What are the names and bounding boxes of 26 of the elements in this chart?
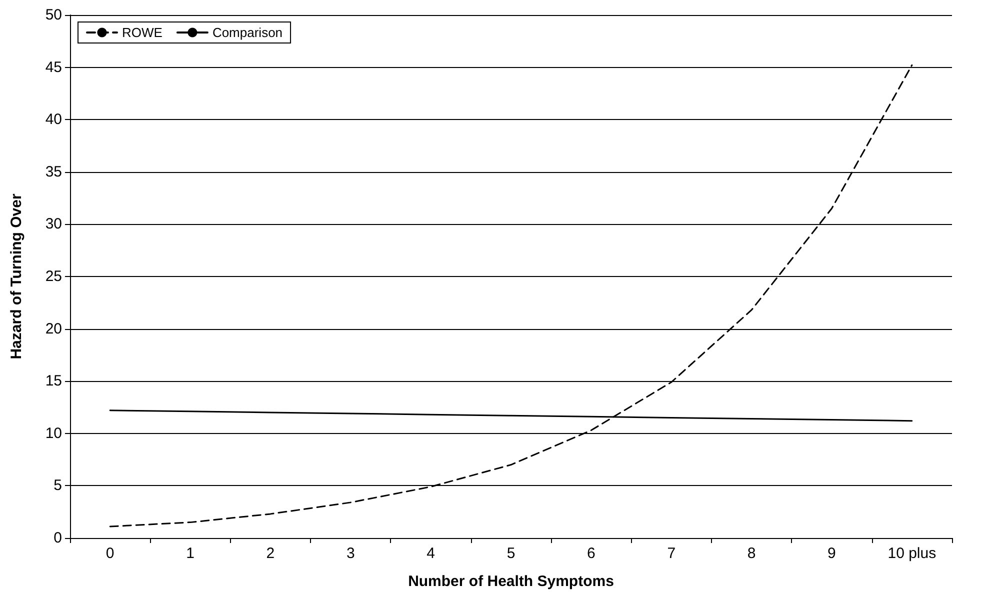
- x-tick-label: 4: [426, 545, 435, 562]
- y-tick-label: 45: [45, 58, 62, 76]
- y-tick-label: 40: [45, 111, 62, 128]
- x-tick-label: 6: [587, 545, 596, 562]
- x-axis-title: Number of Health Symptoms: [408, 573, 614, 590]
- x-tick-label: 5: [506, 545, 516, 562]
- x-tick-label: 1: [186, 545, 194, 562]
- y-axis-title: Hazard of Turning Over: [8, 194, 25, 360]
- legend-label: Comparison: [212, 25, 283, 40]
- x-tick-label: 9: [828, 545, 836, 562]
- y-tick-label: 5: [54, 477, 62, 494]
- legend-label: ROWE: [122, 25, 163, 40]
- x-tick-label: 10 plus: [888, 545, 936, 562]
- x-tick-label: 0: [106, 545, 114, 562]
- y-tick-label: 15: [45, 372, 62, 390]
- x-tick-label: 2: [266, 545, 275, 562]
- y-tick-label: 25: [45, 268, 62, 285]
- y-tick-label: 20: [45, 320, 62, 338]
- x-tick-label: 3: [346, 545, 355, 562]
- y-tick-label: 30: [45, 216, 62, 233]
- y-tick-label: 50: [45, 6, 62, 24]
- y-tick-label: 0: [54, 530, 62, 546]
- y-tick-label: 35: [45, 163, 62, 180]
- y-tick-label: 10: [45, 424, 62, 442]
- x-tick-label: 7: [667, 545, 676, 562]
- x-tick-label: 8: [747, 545, 756, 562]
